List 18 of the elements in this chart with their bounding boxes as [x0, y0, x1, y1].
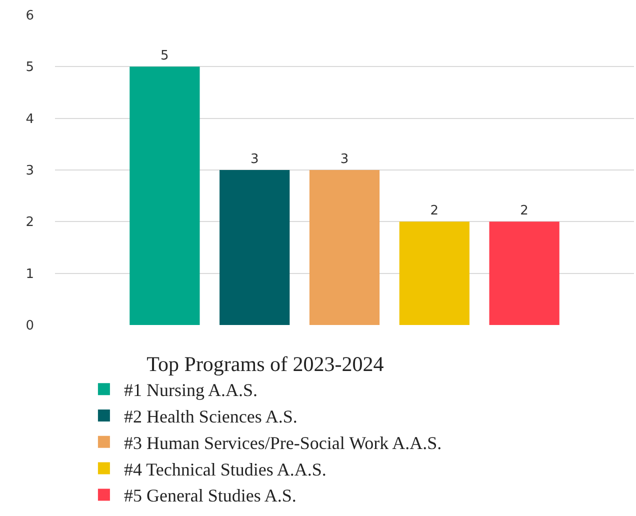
y-tick-label: 6 [26, 8, 34, 24]
legend-label: #5 General Studies A.S. [124, 486, 296, 506]
y-tick-label: 4 [26, 112, 34, 127]
legend-label: #4 Technical Studies A.A.S. [124, 459, 326, 480]
legend-label: #3 Human Services/Pre-Social Work A.A.S. [124, 432, 442, 453]
data-label: 3 [250, 152, 259, 167]
data-label: 2 [430, 204, 439, 219]
y-tick-label: 2 [26, 215, 34, 230]
y-tick-label: 1 [26, 266, 34, 282]
y-tick-label: 5 [26, 60, 34, 76]
data-label: 3 [340, 152, 349, 167]
data-label: 2 [520, 204, 528, 219]
data-label: 5 [160, 48, 169, 64]
legend-label: #2 Health Sciences A.S. [124, 406, 298, 427]
y-tick-label: 3 [26, 164, 34, 179]
y-tick-label: 0 [26, 318, 34, 334]
legend-title: Top Programs of 2023-2024 [146, 352, 384, 376]
legend-label: #1 Nursing A.A.S. [124, 380, 258, 400]
